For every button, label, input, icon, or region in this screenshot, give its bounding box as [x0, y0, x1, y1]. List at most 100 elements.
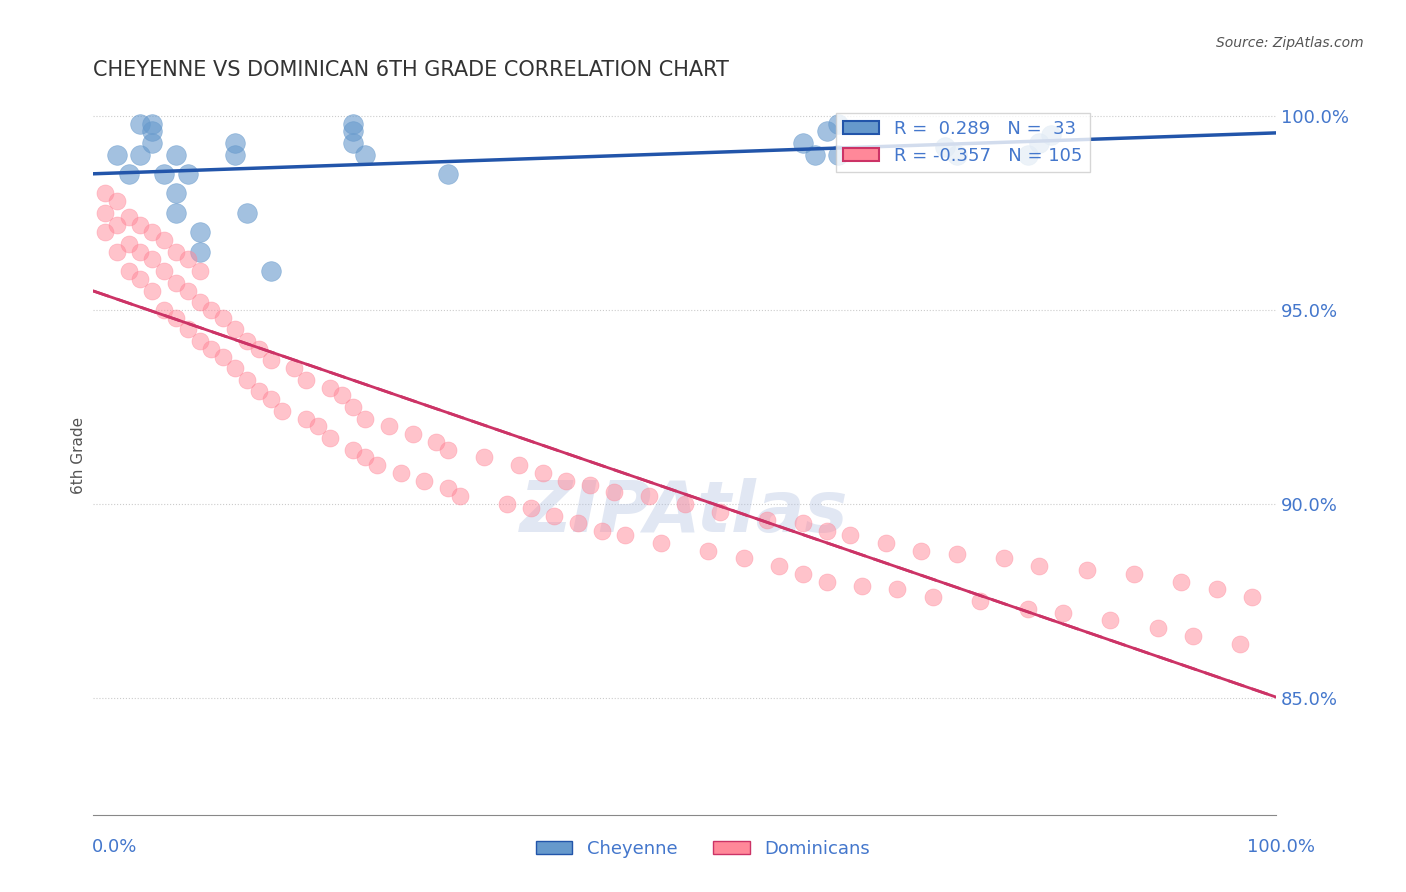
- Point: [697, 543, 720, 558]
- Point: [875, 536, 897, 550]
- Point: [602, 485, 624, 500]
- Legend: Cheyenne, Dominicans: Cheyenne, Dominicans: [529, 833, 877, 865]
- Point: [177, 322, 200, 336]
- Point: [1017, 147, 1039, 161]
- Point: [212, 310, 235, 325]
- Point: [188, 334, 211, 348]
- Point: [638, 489, 661, 503]
- Point: [437, 167, 460, 181]
- Point: [1146, 621, 1168, 635]
- Point: [319, 431, 342, 445]
- Point: [118, 167, 141, 181]
- Point: [129, 147, 152, 161]
- Point: [141, 124, 163, 138]
- Point: [792, 566, 814, 581]
- Point: [650, 536, 672, 550]
- Text: ZIPAtlas: ZIPAtlas: [520, 478, 849, 548]
- Point: [614, 528, 637, 542]
- Point: [1099, 614, 1122, 628]
- Point: [815, 124, 838, 138]
- Point: [886, 582, 908, 597]
- Point: [165, 310, 187, 325]
- Point: [579, 477, 602, 491]
- Point: [153, 167, 176, 181]
- Point: [105, 194, 128, 209]
- Point: [531, 466, 554, 480]
- Point: [165, 276, 187, 290]
- Point: [354, 411, 377, 425]
- Point: [815, 574, 838, 589]
- Point: [543, 508, 565, 523]
- Point: [815, 524, 838, 539]
- Point: [153, 264, 176, 278]
- Point: [295, 373, 318, 387]
- Legend: R =  0.289   N =  33, R = -0.357   N = 105: R = 0.289 N = 33, R = -0.357 N = 105: [837, 112, 1090, 172]
- Point: [247, 342, 270, 356]
- Point: [342, 124, 364, 138]
- Point: [236, 373, 259, 387]
- Point: [827, 147, 849, 161]
- Y-axis label: 6th Grade: 6th Grade: [72, 417, 86, 494]
- Point: [945, 147, 967, 161]
- Point: [839, 528, 862, 542]
- Text: Source: ZipAtlas.com: Source: ZipAtlas.com: [1216, 36, 1364, 50]
- Point: [330, 388, 353, 402]
- Point: [236, 206, 259, 220]
- Point: [165, 206, 187, 220]
- Point: [283, 361, 305, 376]
- Point: [188, 244, 211, 259]
- Point: [792, 516, 814, 531]
- Point: [177, 284, 200, 298]
- Point: [129, 244, 152, 259]
- Point: [851, 578, 873, 592]
- Point: [118, 236, 141, 251]
- Point: [247, 384, 270, 399]
- Point: [307, 419, 329, 434]
- Point: [105, 147, 128, 161]
- Point: [1017, 602, 1039, 616]
- Point: [1052, 606, 1074, 620]
- Point: [212, 350, 235, 364]
- Point: [129, 117, 152, 131]
- Point: [118, 264, 141, 278]
- Point: [165, 147, 187, 161]
- Point: [413, 474, 436, 488]
- Point: [188, 225, 211, 239]
- Point: [401, 427, 423, 442]
- Point: [153, 302, 176, 317]
- Point: [756, 512, 779, 526]
- Point: [141, 225, 163, 239]
- Point: [709, 505, 731, 519]
- Point: [1123, 566, 1146, 581]
- Point: [1040, 128, 1063, 143]
- Point: [342, 117, 364, 131]
- Point: [496, 497, 519, 511]
- Point: [271, 404, 294, 418]
- Point: [94, 225, 117, 239]
- Point: [934, 140, 956, 154]
- Point: [437, 482, 460, 496]
- Point: [129, 218, 152, 232]
- Point: [733, 551, 755, 566]
- Point: [153, 233, 176, 247]
- Point: [1229, 637, 1251, 651]
- Point: [105, 218, 128, 232]
- Point: [141, 284, 163, 298]
- Point: [378, 419, 401, 434]
- Point: [354, 450, 377, 465]
- Point: [437, 442, 460, 457]
- Point: [177, 167, 200, 181]
- Point: [342, 400, 364, 414]
- Point: [1205, 582, 1227, 597]
- Point: [354, 147, 377, 161]
- Point: [449, 489, 471, 503]
- Point: [259, 353, 281, 368]
- Point: [1028, 559, 1050, 574]
- Point: [295, 411, 318, 425]
- Point: [366, 458, 388, 473]
- Point: [1241, 590, 1264, 604]
- Text: 100.0%: 100.0%: [1247, 838, 1315, 855]
- Point: [224, 322, 246, 336]
- Point: [259, 392, 281, 407]
- Point: [567, 516, 589, 531]
